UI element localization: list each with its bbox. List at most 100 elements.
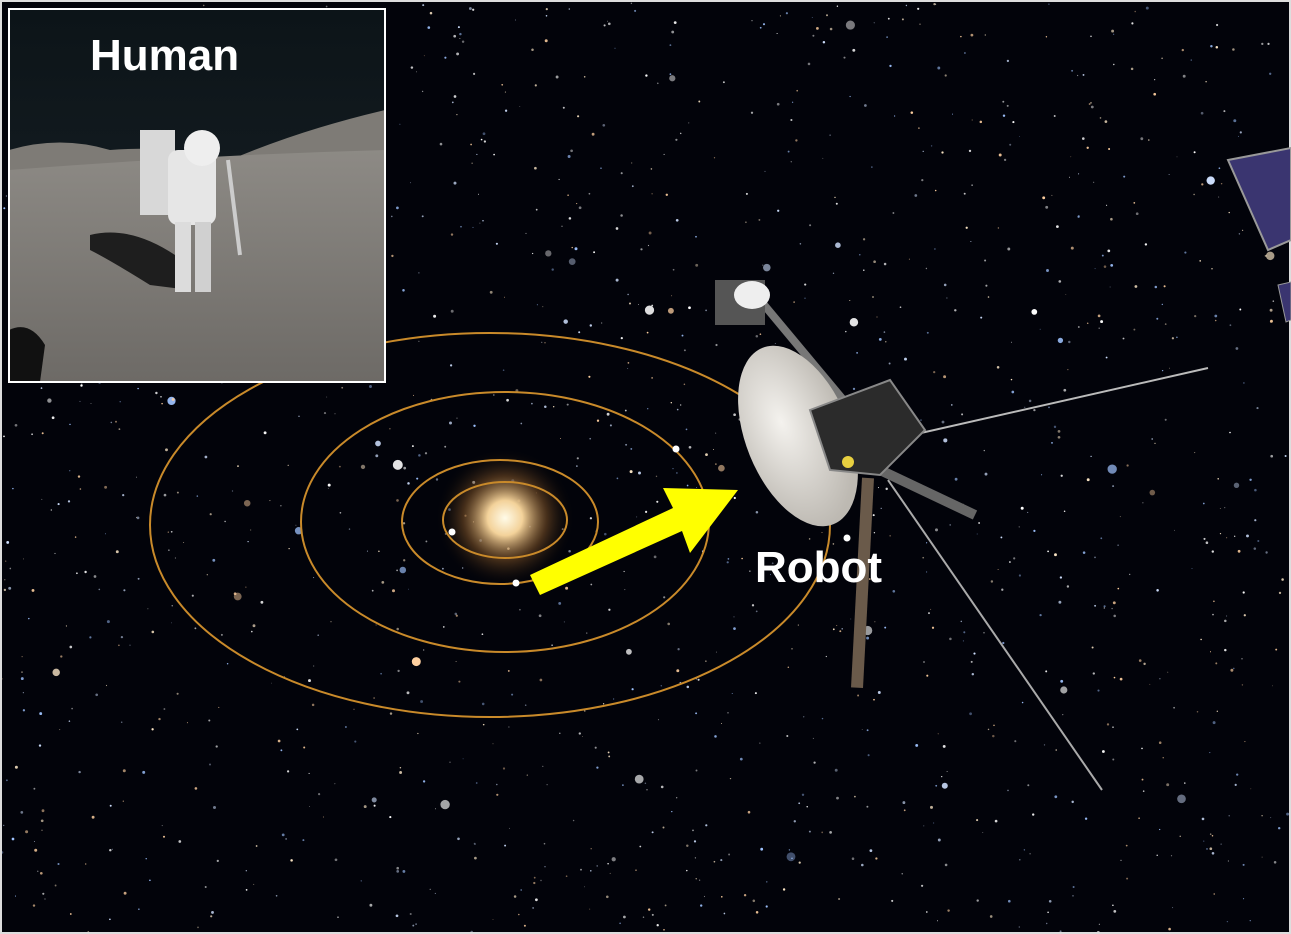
- star: [576, 457, 579, 460]
- star: [1141, 747, 1143, 750]
- star: [1242, 863, 1245, 866]
- star: [136, 516, 140, 520]
- star: [826, 14, 828, 17]
- star: [1199, 260, 1202, 262]
- star: [456, 417, 458, 419]
- star: [1070, 156, 1072, 158]
- star: [416, 477, 419, 480]
- star: [80, 384, 83, 387]
- star: [1113, 63, 1115, 66]
- star: [627, 368, 629, 370]
- star: [480, 138, 483, 141]
- star: [68, 720, 71, 722]
- star: [581, 735, 583, 737]
- star: [672, 467, 674, 470]
- star: [85, 863, 87, 865]
- star: [339, 511, 342, 514]
- star: [1241, 229, 1244, 231]
- star: [1168, 173, 1170, 175]
- star: [1070, 246, 1074, 250]
- star: [89, 636, 92, 639]
- star: [676, 408, 679, 411]
- star: [809, 224, 812, 227]
- star: [1024, 406, 1026, 408]
- star: [23, 558, 24, 560]
- star: [969, 712, 972, 716]
- star: [836, 796, 839, 800]
- inset: Human: [8, 8, 386, 383]
- star: [255, 845, 258, 847]
- star: [115, 550, 119, 554]
- star: [456, 113, 458, 116]
- star: [1119, 677, 1123, 681]
- star: [373, 804, 376, 807]
- star: [635, 869, 637, 871]
- star: [1217, 478, 1219, 480]
- star: [935, 3, 937, 5]
- star: [50, 509, 52, 511]
- star: [325, 5, 328, 8]
- star: [747, 810, 751, 814]
- star: [987, 728, 990, 731]
- boom: [877, 465, 978, 520]
- star: [863, 269, 865, 271]
- star: [520, 889, 523, 891]
- star: [544, 405, 547, 408]
- star: [834, 196, 836, 199]
- boom: [851, 477, 874, 689]
- dish: [738, 345, 858, 527]
- star: [1054, 795, 1058, 799]
- star: [763, 263, 771, 272]
- star: [513, 895, 517, 898]
- star: [533, 876, 536, 879]
- star: [1200, 111, 1204, 115]
- star: [391, 215, 393, 218]
- star: [503, 296, 505, 298]
- star: [796, 89, 799, 92]
- star: [453, 95, 457, 98]
- star: [380, 672, 382, 675]
- star: [715, 651, 717, 653]
- star: [1055, 749, 1057, 751]
- star: [11, 837, 15, 841]
- star: [1112, 726, 1114, 728]
- star: [963, 192, 966, 195]
- star: [308, 772, 310, 774]
- star: [418, 454, 421, 457]
- star: [944, 74, 947, 77]
- star: [836, 5, 839, 7]
- star: [803, 716, 805, 718]
- star: [311, 703, 315, 707]
- star: [718, 464, 725, 472]
- star: [968, 149, 972, 153]
- star: [869, 849, 873, 853]
- star: [506, 398, 509, 402]
- star: [832, 543, 835, 545]
- star: [79, 488, 82, 490]
- star: [194, 627, 197, 630]
- star: [928, 612, 930, 615]
- star: [495, 783, 498, 786]
- star: [1196, 710, 1199, 713]
- star: [1122, 337, 1125, 340]
- star: [1228, 815, 1230, 817]
- star: [1031, 309, 1038, 315]
- star: [1210, 44, 1213, 48]
- star: [993, 724, 995, 727]
- star: [1261, 815, 1263, 817]
- star: [590, 583, 593, 586]
- star: [677, 648, 680, 651]
- star: [850, 618, 852, 620]
- star: [861, 729, 863, 731]
- star: [576, 203, 578, 205]
- star: [481, 633, 484, 636]
- star: [123, 891, 127, 895]
- star: [429, 11, 433, 15]
- star: [669, 75, 676, 82]
- star: [1203, 840, 1205, 842]
- star: [1156, 589, 1159, 592]
- star: [158, 717, 161, 721]
- star: [664, 904, 667, 907]
- star: [793, 301, 795, 303]
- star: [1239, 131, 1242, 134]
